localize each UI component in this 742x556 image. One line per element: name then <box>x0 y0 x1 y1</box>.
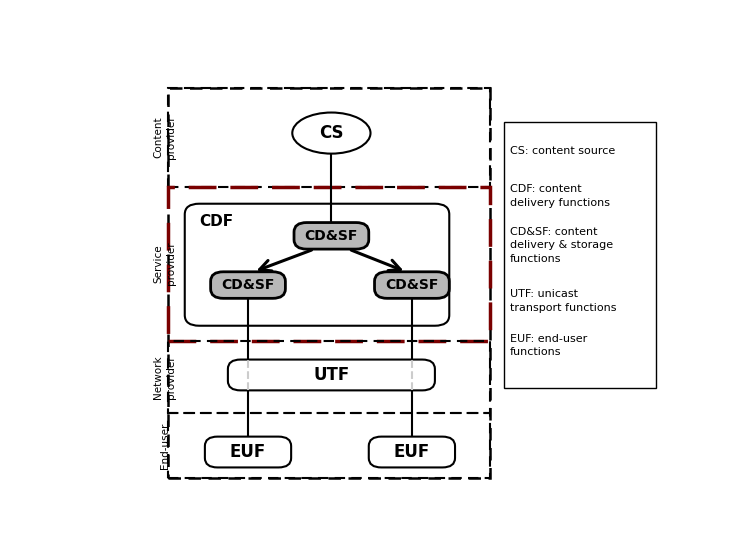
Text: CS: content source: CS: content source <box>510 146 615 156</box>
Text: EUF: EUF <box>394 443 430 461</box>
FancyBboxPatch shape <box>185 203 450 326</box>
Ellipse shape <box>292 112 370 153</box>
FancyBboxPatch shape <box>228 360 435 390</box>
Text: UTF: UTF <box>313 366 349 384</box>
Text: UTF: unicast
transport functions: UTF: unicast transport functions <box>510 289 616 312</box>
Text: CDF: content
delivery functions: CDF: content delivery functions <box>510 185 610 207</box>
Text: CD&SF: CD&SF <box>385 278 439 292</box>
FancyBboxPatch shape <box>205 436 291 468</box>
Text: CDF: CDF <box>199 215 233 230</box>
FancyBboxPatch shape <box>375 272 450 299</box>
Text: CD&SF: CD&SF <box>221 278 275 292</box>
Text: CD&SF: CD&SF <box>305 229 358 243</box>
Text: Network
provider: Network provider <box>154 355 176 399</box>
Text: EUF: end-user
functions: EUF: end-user functions <box>510 334 587 358</box>
FancyBboxPatch shape <box>211 272 286 299</box>
FancyBboxPatch shape <box>369 436 455 468</box>
Text: CD&SF: content
delivery & storage
functions: CD&SF: content delivery & storage functi… <box>510 227 613 264</box>
Text: Content
provider: Content provider <box>154 116 176 159</box>
FancyBboxPatch shape <box>294 222 369 249</box>
FancyBboxPatch shape <box>504 122 657 388</box>
Text: CS: CS <box>319 124 344 142</box>
Text: EUF: EUF <box>230 443 266 461</box>
Text: End-user: End-user <box>160 423 170 469</box>
Text: Service
provider: Service provider <box>154 242 176 285</box>
